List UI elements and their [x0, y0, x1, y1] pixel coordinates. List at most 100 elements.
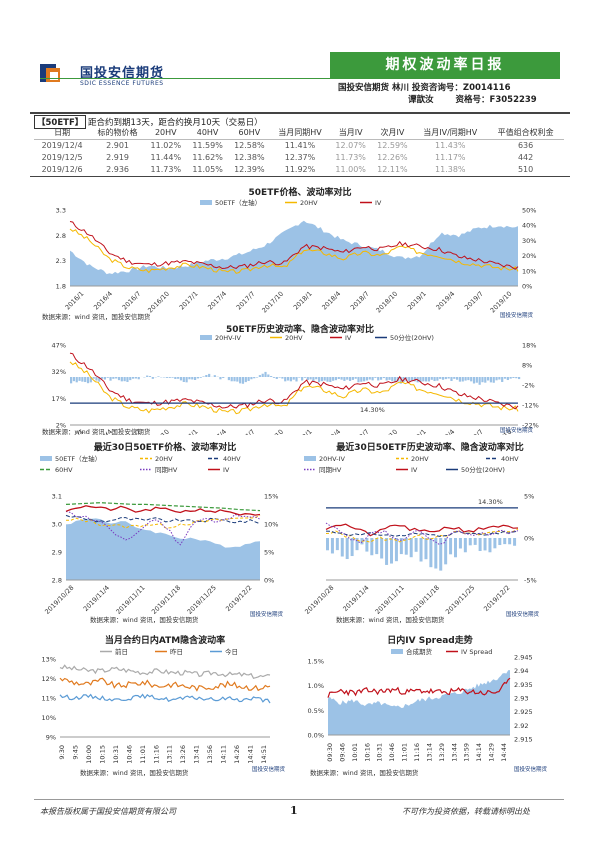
hv-iv-diff-bar — [424, 538, 428, 560]
chart5-logo: 国投安信期货 — [252, 765, 286, 773]
chart4-source: 数据来源：wind 资讯，国投安信期货 — [336, 616, 445, 624]
y-right-tick: 15% — [264, 493, 278, 501]
summary-row: 2019/12/5 2.919 11.44% 11.62% 12.38% 12.37% 11… — [34, 151, 564, 163]
hv-iv-diff-bar — [409, 538, 413, 558]
hv-iv-diff-bar — [404, 538, 408, 555]
summary-cell: 12.37% — [284, 152, 316, 162]
x-tick: 2018/1 — [292, 290, 314, 312]
author-2-id: 资格号：F3052239 — [455, 95, 537, 105]
summary-cell: 11.73% — [150, 164, 182, 174]
x-tick: 11:16 — [152, 745, 160, 764]
summary-cell: 2.919 — [106, 152, 129, 162]
hv-iv-diff-bar — [425, 377, 428, 382]
y-left-tick: 0.5% — [307, 707, 324, 715]
hv-iv-diff-bar — [472, 377, 476, 384]
x-tick: 2018/4 — [320, 428, 342, 435]
x-tick: 14:41 — [247, 745, 255, 764]
hv-iv-diff-bar — [509, 377, 512, 379]
summary-col-header: 当月IV — [329, 127, 372, 140]
hv-iv-diff-bar — [219, 377, 222, 380]
summary-cell: 2.936 — [106, 164, 129, 174]
hv-iv-diff-bar — [512, 377, 515, 378]
chart6-title: 日内IV Spread走势 — [387, 636, 473, 646]
y-right-tick: 5% — [264, 549, 274, 557]
legend-label: 50分位(20HV) — [461, 465, 505, 474]
hv-iv-diff-bar — [185, 377, 188, 383]
hv20-line — [65, 515, 261, 529]
hv-iv-diff-bar — [117, 377, 121, 381]
summary-cell: 11.38% — [435, 164, 466, 174]
hv-iv-diff-bar — [213, 375, 216, 377]
chart1-price-vol: 50ETF（左轴） 20HV IV 3.3 2.8 2.3 1.8 50% 40% 30% 20% 1… — [56, 198, 537, 315]
hv-iv-diff-bar — [503, 538, 507, 545]
summary-col-header: 40HV — [186, 127, 229, 140]
x-tick: 10:46 — [125, 745, 133, 764]
y-right-tick: 20% — [522, 252, 536, 260]
hv-iv-diff-bar — [292, 377, 295, 380]
summary-cell: 12.38% — [234, 152, 265, 162]
y-left-tick: 3.1 — [52, 493, 62, 501]
hv-iv-diff-bar — [429, 538, 433, 568]
hv-iv-diff-bar — [470, 377, 473, 382]
hv-iv-diff-bar — [399, 377, 402, 384]
hv-iv-diff-bar — [413, 377, 416, 382]
x-tick: 2017/1 — [178, 290, 200, 312]
x-tick: 2017/10 — [260, 428, 285, 435]
yesterday-line — [59, 677, 271, 692]
x-tick: 2017/7 — [235, 290, 257, 312]
summary-row: 2019/12/6 2.936 11.73% 11.05% 12.39% 11.92% 11… — [34, 163, 564, 175]
hv-iv-diff-bar — [332, 377, 335, 381]
x-tick: 2019/11/11 — [114, 584, 146, 616]
hv-iv-diff-bar — [399, 538, 403, 555]
hv-iv-diff-bar — [458, 377, 462, 382]
legend-label: 昨日 — [170, 647, 183, 656]
hv-iv-diff-bar — [492, 377, 495, 383]
hv-iv-diff-bar — [303, 377, 307, 378]
page-number: 1 — [290, 804, 298, 817]
x-tick: 11:01 — [401, 743, 409, 762]
hv-iv-diff-bar — [487, 377, 490, 381]
x-tick: 9:30 — [58, 745, 66, 760]
y-left-tick: 2.8 — [56, 232, 66, 240]
hv-iv-diff-bar — [191, 377, 194, 380]
hv-iv-diff-bar — [483, 538, 487, 551]
prev-day-line — [59, 664, 271, 680]
summary-col-header: 20HV — [144, 127, 187, 140]
x-tick: 13:14 — [425, 743, 433, 762]
hv-iv-diff-bar — [182, 377, 185, 382]
x-tick: 2019/12/2 — [224, 584, 253, 613]
x-tick: 2017/4 — [206, 290, 228, 312]
y-left-tick: 2.8 — [52, 577, 62, 585]
hv-iv-diff-bar — [329, 377, 332, 382]
x-tick: 2017/10 — [260, 290, 285, 315]
chart2-source: 数据来源：wind 资讯，国投安信期货 — [42, 428, 151, 436]
hv-iv-diff-bar — [86, 377, 90, 384]
x-tick: 2017/1 — [178, 428, 200, 435]
summary-cell: 12.58% — [234, 140, 265, 150]
futures-area — [328, 670, 510, 735]
y-right-tick: 2.93 — [514, 695, 528, 703]
hv-iv-diff-bar — [337, 377, 340, 379]
x-tick: 10:00 — [85, 745, 93, 764]
summary-col-header: 平值组合权利金 — [487, 127, 564, 140]
summary-cell: 11.43% — [435, 140, 466, 150]
summary-cell: 636 — [517, 140, 534, 150]
x-tick: 2018/4 — [320, 290, 342, 312]
x-tick: 2018/7 — [349, 428, 371, 435]
summary-table-header: 日期 标的物价格 20HV 40HV 60HV 当月同期HV 当月IV 次月IV 当月IV/同期… — [34, 127, 564, 140]
hv-iv-diff-bar — [388, 377, 391, 380]
chart3-30d-price-vol: 50ETF（左轴） 20HV 40HV 60HV 同期HV IV 3.1 3.0 2.9 2.8 1… — [40, 454, 284, 618]
section-rule-bottom — [30, 176, 570, 177]
hv-iv-diff-bar — [177, 377, 180, 379]
hv-iv-diff-bar — [380, 538, 384, 559]
hv-iv-diff-bar — [340, 538, 344, 557]
x-tick: 2019/1 — [406, 290, 428, 312]
iv-line — [65, 505, 261, 516]
x-tick: 2019/11/4 — [82, 584, 111, 613]
chart4-30d-hv-iv: 20HV-IV 20HV 40HV 同期HV IV 50分位(20HV) 14.30% 5% 0… — [303, 455, 539, 618]
hv20-line — [69, 228, 519, 274]
hv-iv-diff-bar — [467, 377, 470, 381]
hv-iv-diff-bar — [498, 377, 501, 380]
hv-iv-diff-bar — [419, 377, 422, 383]
y-right-tick: 10% — [522, 267, 536, 275]
